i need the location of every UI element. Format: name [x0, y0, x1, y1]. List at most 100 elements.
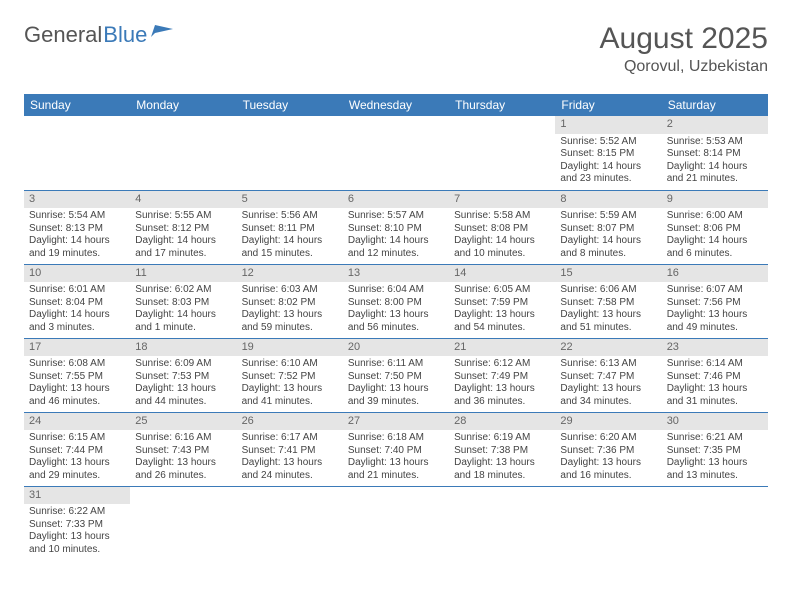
day-cell-7: 7Sunrise: 5:58 AMSunset: 8:08 PMDaylight… — [449, 190, 555, 264]
daylight-line: Daylight: 13 hours and 18 minutes. — [454, 457, 550, 482]
day-body: Sunrise: 6:14 AMSunset: 7:46 PMDaylight:… — [662, 356, 768, 411]
sunrise-line: Sunrise: 6:10 AM — [242, 358, 338, 371]
calendar-row: 10Sunrise: 6:01 AMSunset: 8:04 PMDayligh… — [24, 264, 768, 338]
daylight-line: Daylight: 14 hours and 21 minutes. — [667, 161, 763, 186]
day-body: Sunrise: 6:01 AMSunset: 8:04 PMDaylight:… — [24, 282, 130, 337]
day-number: 13 — [343, 265, 449, 283]
day-body: Sunrise: 6:09 AMSunset: 7:53 PMDaylight:… — [130, 356, 236, 411]
sunset-line: Sunset: 8:15 PM — [560, 148, 656, 161]
day-number: 12 — [237, 265, 343, 283]
day-body: Sunrise: 5:55 AMSunset: 8:12 PMDaylight:… — [130, 208, 236, 263]
daylight-line: Daylight: 13 hours and 31 minutes. — [667, 383, 763, 408]
empty-cell — [24, 116, 130, 190]
day-cell-26: 26Sunrise: 6:17 AMSunset: 7:41 PMDayligh… — [237, 412, 343, 486]
day-body: Sunrise: 6:19 AMSunset: 7:38 PMDaylight:… — [449, 430, 555, 485]
day-number: 18 — [130, 339, 236, 357]
sunrise-line: Sunrise: 6:05 AM — [454, 284, 550, 297]
sunset-line: Sunset: 8:14 PM — [667, 148, 763, 161]
day-cell-12: 12Sunrise: 6:03 AMSunset: 8:02 PMDayligh… — [237, 264, 343, 338]
sunset-line: Sunset: 8:03 PM — [135, 297, 231, 310]
header: GeneralBlue August 2025 Qorovul, Uzbekis… — [24, 22, 768, 76]
day-number: 27 — [343, 413, 449, 431]
sunrise-line: Sunrise: 6:18 AM — [348, 432, 444, 445]
day-cell-25: 25Sunrise: 6:16 AMSunset: 7:43 PMDayligh… — [130, 412, 236, 486]
day-body: Sunrise: 5:53 AMSunset: 8:14 PMDaylight:… — [662, 134, 768, 189]
sunset-line: Sunset: 7:50 PM — [348, 371, 444, 384]
calendar-body: 1Sunrise: 5:52 AMSunset: 8:15 PMDaylight… — [24, 116, 768, 560]
sunset-line: Sunset: 7:52 PM — [242, 371, 338, 384]
daylight-line: Daylight: 13 hours and 46 minutes. — [29, 383, 125, 408]
sunset-line: Sunset: 8:13 PM — [29, 223, 125, 236]
sunrise-line: Sunrise: 6:07 AM — [667, 284, 763, 297]
empty-cell — [237, 486, 343, 560]
day-cell-18: 18Sunrise: 6:09 AMSunset: 7:53 PMDayligh… — [130, 338, 236, 412]
sunset-line: Sunset: 8:11 PM — [242, 223, 338, 236]
sunrise-line: Sunrise: 6:08 AM — [29, 358, 125, 371]
sunset-line: Sunset: 8:07 PM — [560, 223, 656, 236]
sunrise-line: Sunrise: 6:01 AM — [29, 284, 125, 297]
day-cell-23: 23Sunrise: 6:14 AMSunset: 7:46 PMDayligh… — [662, 338, 768, 412]
empty-cell — [449, 116, 555, 190]
day-number: 26 — [237, 413, 343, 431]
day-number: 19 — [237, 339, 343, 357]
sunset-line: Sunset: 7:36 PM — [560, 445, 656, 458]
sunrise-line: Sunrise: 6:06 AM — [560, 284, 656, 297]
day-number: 24 — [24, 413, 130, 431]
day-body: Sunrise: 5:54 AMSunset: 8:13 PMDaylight:… — [24, 208, 130, 263]
daylight-line: Daylight: 13 hours and 39 minutes. — [348, 383, 444, 408]
sunset-line: Sunset: 7:41 PM — [242, 445, 338, 458]
sunset-line: Sunset: 7:38 PM — [454, 445, 550, 458]
day-number: 22 — [555, 339, 661, 357]
logo-text-1: General — [24, 22, 102, 48]
day-number: 21 — [449, 339, 555, 357]
day-body: Sunrise: 5:57 AMSunset: 8:10 PMDaylight:… — [343, 208, 449, 263]
calendar-row: 3Sunrise: 5:54 AMSunset: 8:13 PMDaylight… — [24, 190, 768, 264]
sunrise-line: Sunrise: 5:53 AM — [667, 136, 763, 149]
sunrise-line: Sunrise: 6:19 AM — [454, 432, 550, 445]
sunrise-line: Sunrise: 5:52 AM — [560, 136, 656, 149]
sunrise-line: Sunrise: 5:55 AM — [135, 210, 231, 223]
sunrise-line: Sunrise: 6:20 AM — [560, 432, 656, 445]
day-number: 11 — [130, 265, 236, 283]
day-body: Sunrise: 6:20 AMSunset: 7:36 PMDaylight:… — [555, 430, 661, 485]
weekday-saturday: Saturday — [662, 94, 768, 116]
empty-cell — [237, 116, 343, 190]
daylight-line: Daylight: 13 hours and 10 minutes. — [29, 531, 125, 556]
sunset-line: Sunset: 7:40 PM — [348, 445, 444, 458]
weekday-friday: Friday — [555, 94, 661, 116]
day-cell-2: 2Sunrise: 5:53 AMSunset: 8:14 PMDaylight… — [662, 116, 768, 190]
daylight-line: Daylight: 13 hours and 26 minutes. — [135, 457, 231, 482]
calendar-row: 1Sunrise: 5:52 AMSunset: 8:15 PMDaylight… — [24, 116, 768, 190]
day-cell-17: 17Sunrise: 6:08 AMSunset: 7:55 PMDayligh… — [24, 338, 130, 412]
day-cell-4: 4Sunrise: 5:55 AMSunset: 8:12 PMDaylight… — [130, 190, 236, 264]
logo-flag-icon — [151, 23, 177, 39]
day-body: Sunrise: 6:15 AMSunset: 7:44 PMDaylight:… — [24, 430, 130, 485]
day-body: Sunrise: 6:10 AMSunset: 7:52 PMDaylight:… — [237, 356, 343, 411]
sunset-line: Sunset: 8:02 PM — [242, 297, 338, 310]
sunrise-line: Sunrise: 6:14 AM — [667, 358, 763, 371]
day-cell-27: 27Sunrise: 6:18 AMSunset: 7:40 PMDayligh… — [343, 412, 449, 486]
daylight-line: Daylight: 13 hours and 41 minutes. — [242, 383, 338, 408]
title-block: August 2025 Qorovul, Uzbekistan — [600, 22, 768, 76]
sunset-line: Sunset: 7:33 PM — [29, 519, 125, 532]
day-number: 5 — [237, 191, 343, 209]
day-number: 23 — [662, 339, 768, 357]
calendar-row: 24Sunrise: 6:15 AMSunset: 7:44 PMDayligh… — [24, 412, 768, 486]
daylight-line: Daylight: 13 hours and 24 minutes. — [242, 457, 338, 482]
day-number: 14 — [449, 265, 555, 283]
daylight-line: Daylight: 14 hours and 3 minutes. — [29, 309, 125, 334]
day-body: Sunrise: 6:17 AMSunset: 7:41 PMDaylight:… — [237, 430, 343, 485]
sunrise-line: Sunrise: 6:15 AM — [29, 432, 125, 445]
day-cell-19: 19Sunrise: 6:10 AMSunset: 7:52 PMDayligh… — [237, 338, 343, 412]
sunrise-line: Sunrise: 5:58 AM — [454, 210, 550, 223]
sunset-line: Sunset: 7:49 PM — [454, 371, 550, 384]
day-number: 10 — [24, 265, 130, 283]
daylight-line: Daylight: 14 hours and 12 minutes. — [348, 235, 444, 260]
daylight-line: Daylight: 14 hours and 6 minutes. — [667, 235, 763, 260]
day-number: 9 — [662, 191, 768, 209]
day-body: Sunrise: 6:13 AMSunset: 7:47 PMDaylight:… — [555, 356, 661, 411]
sunset-line: Sunset: 7:46 PM — [667, 371, 763, 384]
day-number: 7 — [449, 191, 555, 209]
day-body: Sunrise: 6:02 AMSunset: 8:03 PMDaylight:… — [130, 282, 236, 337]
sunrise-line: Sunrise: 6:16 AM — [135, 432, 231, 445]
